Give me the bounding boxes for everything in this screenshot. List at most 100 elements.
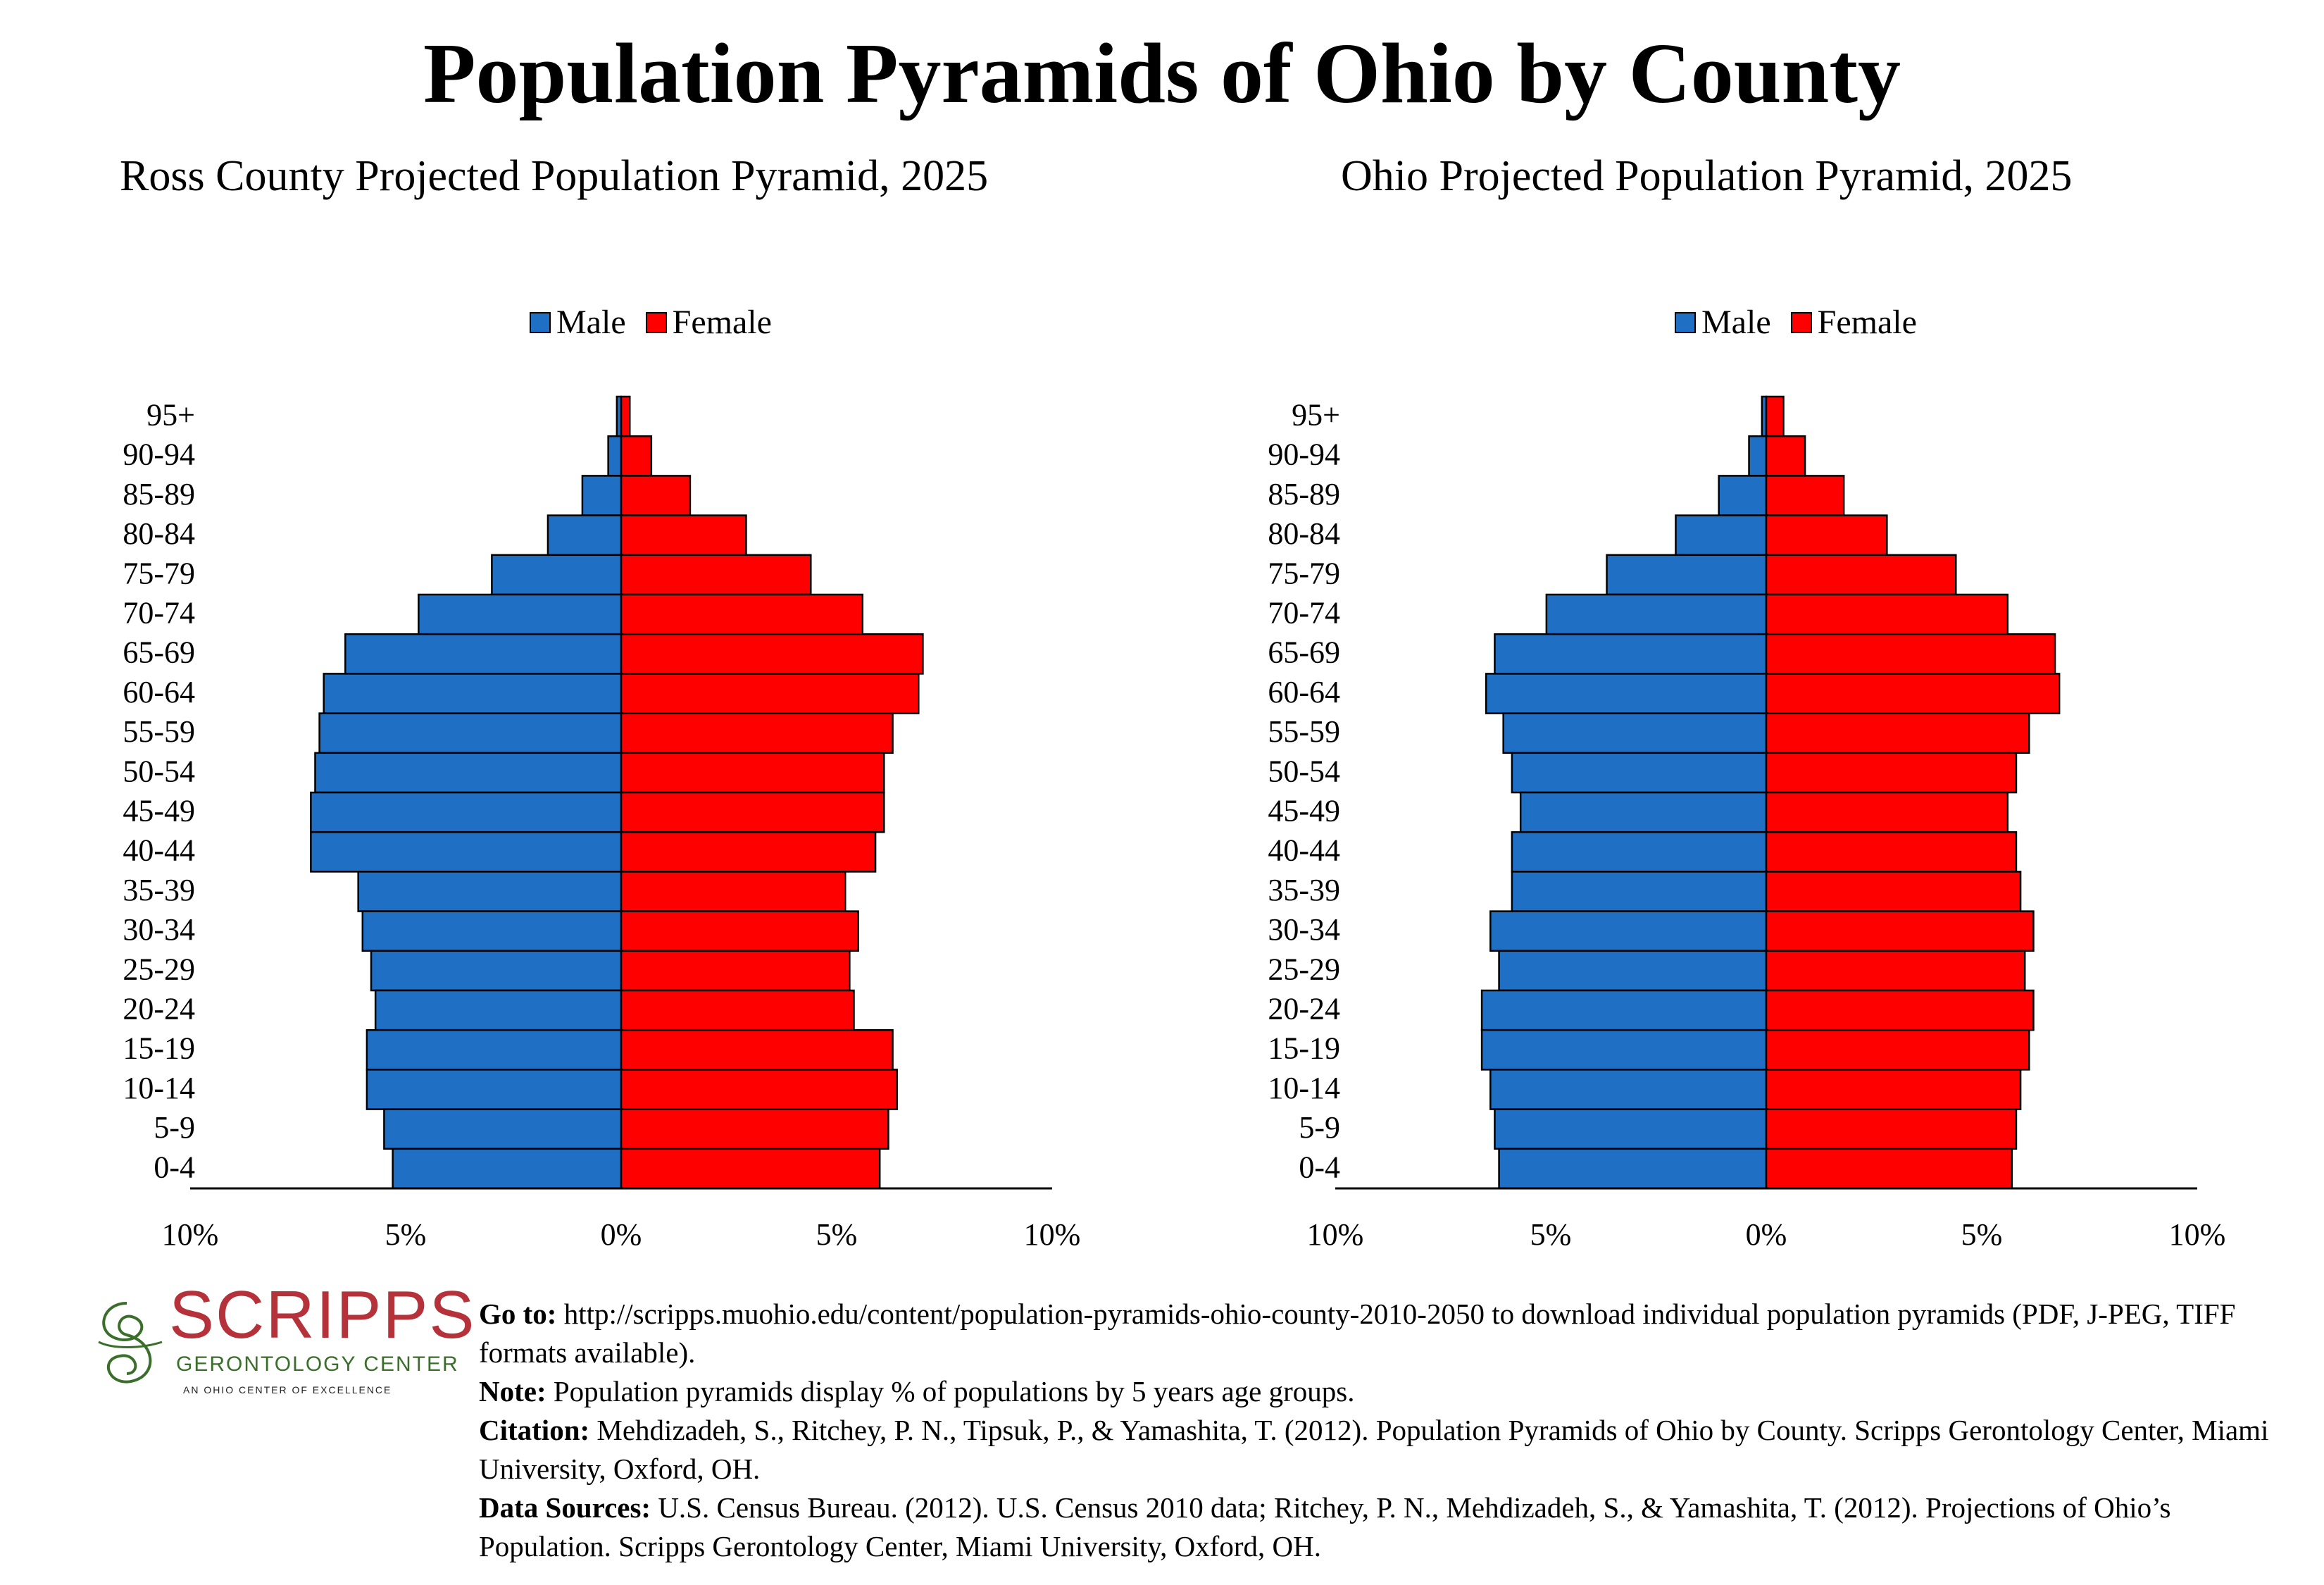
- note-text: Population pyramids display % of populat…: [546, 1375, 1355, 1407]
- female-bar: [620, 435, 653, 477]
- female-bar: [1765, 554, 1957, 596]
- female-bar: [1765, 910, 2035, 952]
- female-bar: [1765, 673, 2061, 714]
- male-bar: [366, 1069, 623, 1110]
- female-bar: [1765, 593, 2008, 635]
- male-bar: [310, 791, 623, 833]
- ohio-pyramid: 95+ 90-94 85-89 80-84 75-79 70-74 65-69 60-64 55…: [1268, 395, 2226, 1252]
- male-bar: [323, 673, 623, 714]
- male-bar: [392, 1148, 623, 1190]
- age-group-label: 35-39: [123, 873, 195, 907]
- female-bar: [1765, 514, 1888, 557]
- age-group-label: 80-84: [123, 516, 195, 551]
- male-bar: [1498, 950, 1768, 992]
- legend-female: Female: [1790, 302, 1917, 344]
- male-bar: [314, 752, 623, 794]
- male-bar: [1606, 554, 1768, 596]
- male-bar: [1480, 989, 1768, 1031]
- female-bar: [620, 910, 859, 952]
- ross-chart-title: Ross County Projected Population Pyramid…: [120, 152, 989, 200]
- male-bar: [1748, 435, 1768, 477]
- female-bar: [1765, 395, 1785, 437]
- age-group-label: 70-74: [1268, 595, 1340, 630]
- sources-label: Data Sources:: [479, 1491, 651, 1524]
- female-bar: [1765, 1028, 2030, 1071]
- age-group-label: 0-4: [154, 1150, 195, 1184]
- age-group-label: 80-84: [1268, 516, 1340, 551]
- male-bar: [491, 554, 623, 596]
- female-bar: [1765, 791, 2008, 833]
- male-bar: [1675, 514, 1768, 557]
- male-bar: [1502, 712, 1768, 754]
- ross-legend: Male Female: [530, 302, 792, 344]
- female-bar: [1765, 1069, 2022, 1110]
- legend-male-label: Male: [1701, 304, 1771, 341]
- age-group-label: 30-34: [1268, 912, 1340, 947]
- citation-label: Citation:: [479, 1414, 590, 1446]
- legend-male-label: Male: [556, 304, 626, 341]
- female-bar: [1765, 989, 2035, 1031]
- female-bar: [620, 475, 692, 516]
- age-group-label: 10-14: [123, 1071, 195, 1105]
- male-bar: [546, 514, 623, 557]
- male-swatch: [1675, 311, 1696, 333]
- sources-text: U.S. Census Bureau. (2012). U.S. Census …: [479, 1491, 2171, 1562]
- ross-pyramid: 95+ 90-94 85-89 80-84 75-79 70-74 65-69 60-64 55…: [123, 395, 1080, 1252]
- female-swatch: [645, 311, 667, 333]
- male-swatch: [530, 311, 551, 333]
- age-group-label: 40-44: [123, 833, 195, 868]
- age-group-label: 20-24: [1268, 991, 1340, 1026]
- age-group-label: 30-34: [123, 912, 195, 947]
- female-bar: [1765, 1108, 2018, 1150]
- female-swatch: [1790, 311, 1812, 333]
- age-group-label: 50-54: [1268, 754, 1340, 788]
- logo-tagline: AN OHIO CENTER OF EXCELLENCE: [183, 1384, 392, 1396]
- age-group-label: 85-89: [1268, 477, 1340, 511]
- female-bar: [620, 633, 924, 675]
- x-tick-label: 10%: [2169, 1217, 2226, 1252]
- age-group-label: 45-49: [1268, 793, 1340, 828]
- legend-female-label: Female: [672, 304, 772, 341]
- goto-label: Go to:: [479, 1298, 557, 1330]
- female-bar: [1765, 950, 2026, 992]
- male-bar: [1498, 1148, 1768, 1190]
- age-group-label: 95+: [1292, 397, 1340, 432]
- sources-line: Data Sources: U.S. Census Bureau. (2012)…: [479, 1488, 2310, 1566]
- x-tick-label: 5%: [385, 1217, 427, 1252]
- male-bar: [1485, 673, 1768, 714]
- age-group-label: 35-39: [1268, 873, 1340, 907]
- x-tick-label: 0%: [601, 1217, 642, 1252]
- female-bar: [620, 554, 812, 596]
- age-group-label: 60-64: [123, 675, 195, 709]
- logo-wordmark: SCRIPPS: [169, 1277, 476, 1353]
- male-bar: [318, 712, 623, 754]
- female-bar: [1765, 831, 2018, 873]
- female-bar: [1765, 475, 1845, 516]
- male-bar: [1494, 633, 1768, 675]
- footer-notes: Go to: http://scripps.muohio.edu/content…: [479, 1295, 2310, 1566]
- legend-male: Male: [530, 302, 626, 344]
- age-group-label: 55-59: [1268, 714, 1340, 749]
- age-group-label: 90-94: [123, 437, 195, 472]
- male-bar: [1511, 831, 1768, 873]
- x-tick-label: 5%: [1530, 1217, 1572, 1252]
- female-bar: [1765, 435, 1806, 477]
- female-bar: [620, 712, 894, 754]
- male-bar: [581, 475, 623, 516]
- female-bar: [1765, 712, 2030, 754]
- goto-text: http://scripps.muohio.edu/content/popula…: [479, 1298, 2236, 1369]
- male-bar: [374, 989, 623, 1031]
- ohio-chart-title: Ohio Projected Population Pyramid, 2025: [1341, 152, 2073, 200]
- male-bar: [1718, 475, 1768, 516]
- female-bar: [1765, 752, 2018, 794]
- legend-female-label: Female: [1817, 304, 1917, 341]
- male-bar: [1545, 593, 1768, 635]
- female-bar: [620, 395, 631, 437]
- x-tick-label: 0%: [1746, 1217, 1787, 1252]
- female-bar: [620, 791, 885, 833]
- male-bar: [1489, 1069, 1768, 1110]
- age-group-label: 70-74: [123, 595, 195, 630]
- male-bar: [357, 871, 623, 912]
- x-tick-label: 10%: [162, 1217, 219, 1252]
- age-group-label: 75-79: [1268, 556, 1340, 590]
